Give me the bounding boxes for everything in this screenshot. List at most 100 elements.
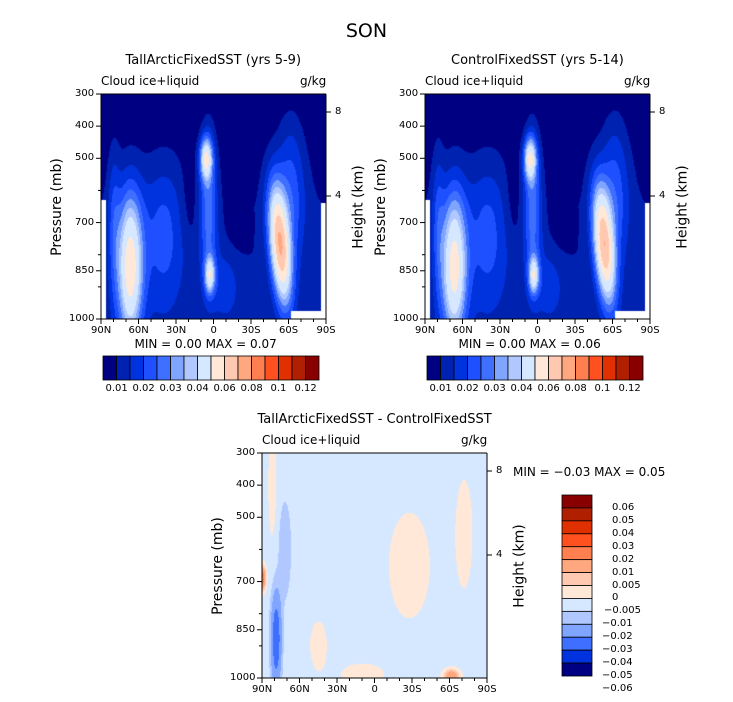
panel-3-colorbar-box <box>561 494 593 509</box>
panel-3-colorbar-box <box>561 585 593 599</box>
panel-1-colorbar-label: 0.02 <box>132 383 155 394</box>
panel-3-y-tick-label: 300 <box>236 447 256 458</box>
panel-3-x-tick-label: 60S <box>440 684 460 695</box>
panel-2-height-tick-label: 4 <box>659 190 666 201</box>
panel-2-colorbar-label: 0.02 <box>456 383 479 394</box>
panel-3-y-tick-label: 700 <box>236 575 256 587</box>
panel-3-left-string: Cloud ice+liquid <box>262 433 361 447</box>
panel-3-colorbar-label: −0.005 <box>604 605 642 617</box>
panel-1-colorbar-label: 0.1 <box>270 383 287 394</box>
panel-3-x-tick-label: 0 <box>371 684 378 695</box>
panel-3-colorbar-box <box>561 520 593 535</box>
panel-2-min-max: MIN = 0.00 MAX = 0.06 <box>458 337 601 351</box>
panel-1-colorbar-box <box>251 355 266 381</box>
panel-2-left-string: Cloud ice+liquid <box>425 74 524 88</box>
panel-1-y-tick-label: 1000 <box>69 313 95 324</box>
panel-2-colorbar-box <box>548 355 563 381</box>
panel-1-y-tick-label: 300 <box>75 88 95 99</box>
panel-2-x-tick-label: 30N <box>490 325 511 336</box>
panel-2-height-tick-label: 8 <box>659 106 666 117</box>
panel-2-x-tick-label: 90N <box>415 325 436 336</box>
panel-2-y-tick-label: 850 <box>399 264 419 276</box>
panel-3-y-tick-label: 1000 <box>230 672 256 683</box>
panel-3-colorbar-label: 0.06 <box>612 501 635 513</box>
panel-3-colorbar-label: 0.02 <box>612 553 635 565</box>
panel-3-x-tick-label: 30S <box>402 684 422 695</box>
panel-1-x-tick-label: 60N <box>128 325 149 336</box>
panel-3-height-tick-label: 4 <box>496 549 503 560</box>
panel-2-colorbar-box <box>453 355 468 381</box>
panel-1-y-tick-label: 500 <box>75 152 95 164</box>
panel-3-colorbar-box <box>561 649 593 664</box>
panel-1-y-tick-label: 700 <box>75 216 95 228</box>
panel-2-colorbar-box <box>615 355 630 381</box>
main-title: SON <box>345 20 388 42</box>
panel-1-colorbar-box <box>224 355 239 381</box>
panel-2-colorbar-label: 0.06 <box>537 383 560 394</box>
panel-3-x-tick-label: 60N <box>289 684 310 695</box>
panel-2-colorbar-box <box>602 355 617 381</box>
panel-1-colorbar-label: 0.06 <box>213 383 236 394</box>
panel-1-ylabel: Pressure (mb) <box>48 157 65 256</box>
panel-1-colorbar-box <box>197 355 212 381</box>
panel-2-x-tick-label: 30S <box>565 325 585 336</box>
panel-2-colorbar-label: 0.12 <box>618 383 641 394</box>
panel-1-colorbar-box <box>237 355 252 381</box>
panel-1-colorbar-box <box>116 355 131 381</box>
panel-2-y-tick-label: 1000 <box>393 313 419 324</box>
panel-2-colorbar-box <box>507 355 522 381</box>
panel-1-min-max: MIN = 0.00 MAX = 0.07 <box>134 337 277 351</box>
panel-1-colorbar-box <box>170 355 185 381</box>
panel-2-colorbar-box <box>575 355 590 381</box>
panel-2-colorbar-label: 0.1 <box>594 383 611 394</box>
panel-1-colorbar-box <box>129 355 144 381</box>
panel-3-x-tick-label: 30N <box>327 684 348 695</box>
panel-1-x-tick-label: 60S <box>279 325 299 336</box>
panel-3-colorbar-label: 0.01 <box>612 566 635 578</box>
panel-1-colorbar-box <box>305 355 320 381</box>
panel-2-y-tick-label: 400 <box>399 120 419 132</box>
panel-2-x-tick-label: 60S <box>603 325 623 336</box>
panel-3-colorbar-box <box>561 598 593 612</box>
panel-2-y-tick-label: 300 <box>399 88 419 99</box>
panel-2-x-tick-label: 90S <box>640 325 660 336</box>
panel-1-y-tick-label: 850 <box>75 264 95 276</box>
panel-1-ylabel-right: Height (km) <box>350 164 367 249</box>
panel-3-colorbar-label: −0.04 <box>602 657 633 669</box>
panel-2-colorbar-label: 0.08 <box>564 383 587 394</box>
panel-2-colorbar-box <box>440 355 455 381</box>
panel-3-colorbar-label: 0 <box>612 592 619 604</box>
panel-1-x-tick-label: 30S <box>241 325 261 336</box>
panel-1-x-tick-label: 90N <box>91 325 112 336</box>
panel-1-height-tick-label: 8 <box>335 106 342 117</box>
panel-2-colorbar-box <box>521 355 536 381</box>
panel-3-ylabel-right: Height (km) <box>511 523 528 608</box>
panel-1-x-tick-label: 90S <box>316 325 336 336</box>
panel-1-colorbar-box <box>102 355 117 381</box>
panel-1-x-tick-label: 0 <box>210 325 217 336</box>
panel-2-colorbar-box <box>561 355 576 381</box>
panel-1-colorbar-box <box>183 355 198 381</box>
panel-2-ylabel-right: Height (km) <box>674 164 691 249</box>
panel-3-colorbar-box <box>561 623 593 638</box>
panel-2-ylabel: Pressure (mb) <box>372 157 389 256</box>
panel-3-y-tick-label: 500 <box>236 511 256 523</box>
panel-1-colorbar-label: 0.08 <box>240 383 263 394</box>
panel-3-colorbar-label: −0.03 <box>602 644 633 656</box>
panel-3-height-tick-label: 8 <box>496 465 503 476</box>
panel-2-colorbar-box <box>426 355 441 381</box>
panel-2-contour-field <box>425 94 650 319</box>
panel-2-colorbar-box <box>629 355 644 381</box>
panel-3-colorbar-label: −0.01 <box>602 618 633 630</box>
panel-2-x-tick-label: 60N <box>452 325 473 336</box>
panel-3-title: TallArcticFixedSST - ControlFixedSST <box>257 411 492 427</box>
panel-1-title: TallArcticFixedSST (yrs 5-9) <box>125 52 302 68</box>
panel-1-colorbar-box <box>291 355 306 381</box>
panel-3-colorbar-label: −0.06 <box>602 682 633 694</box>
panel-3-colorbar-label: 0.005 <box>612 579 641 591</box>
panel-2-colorbar-label: 0.04 <box>510 383 533 394</box>
panel-1-left-string: Cloud ice+liquid <box>101 74 200 88</box>
panel-2-colorbar-box <box>480 355 495 381</box>
panel-2-colorbar-label: 0.01 <box>429 383 452 394</box>
